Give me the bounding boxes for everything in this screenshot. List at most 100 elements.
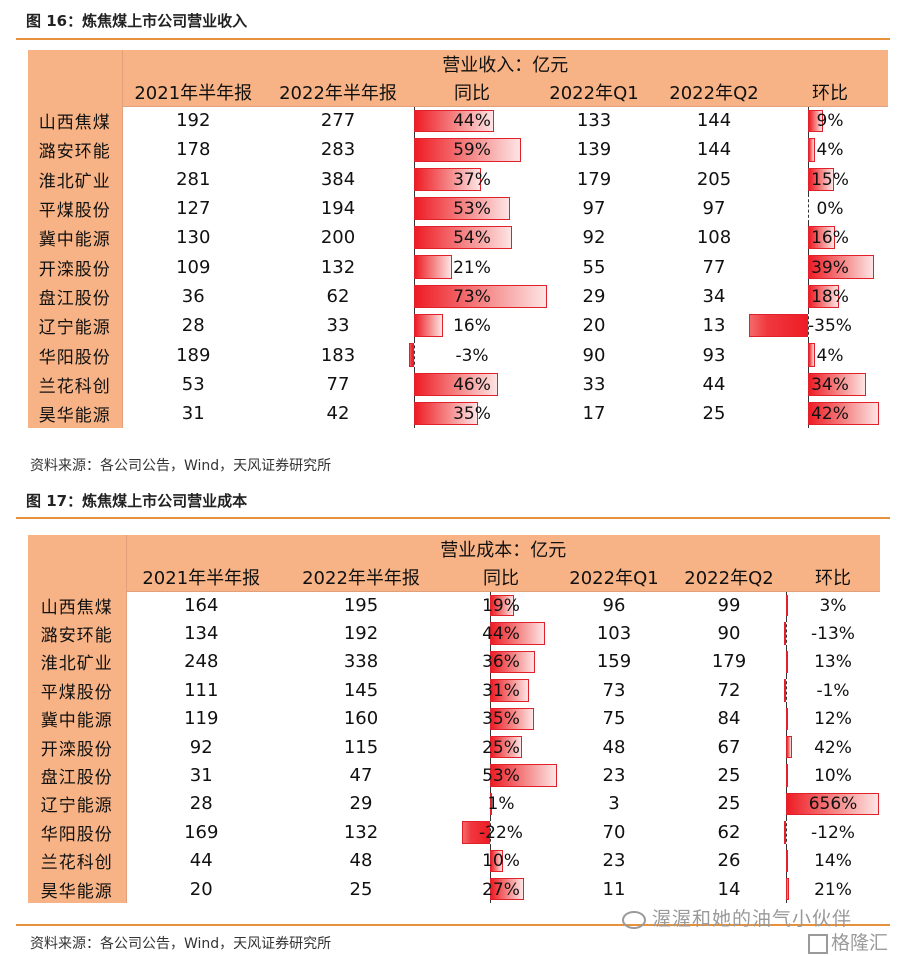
data-bar [808,284,839,309]
h1-2021-value: 134 [126,619,276,648]
yoy-cell: 37% [412,164,532,194]
revenue-table: 营业收入：亿元 2021年半年报 2022年半年报 同比 2022年Q1 202… [28,50,888,429]
yoy-cell: 53% [446,761,557,790]
q2-value: 144 [656,135,772,165]
percent-label: -13% [811,624,855,645]
percent-label: 53% [453,199,491,220]
table-row: 华阳股份 169 132 -22% 70 62 -12% [28,818,880,847]
qoq-cell: 16% [772,223,888,253]
h1-2022-value: 62 [264,281,412,312]
footer-rule [16,924,890,926]
wechat-watermark: 渥渥和她的油气小伙伴 [622,904,852,931]
h1-2022-value: 283 [264,135,412,165]
table-row: 平煤股份 111 145 31% 73 72 -1% [28,676,880,705]
percent-label: 12% [814,709,852,730]
h1-2021-value: 127 [122,193,264,224]
company-name: 开滦股份 [28,732,127,762]
company-name: 山西焦煤 [28,591,127,620]
data-bar [490,764,557,787]
yoy-cell: 25% [446,732,556,762]
percent-label: 14% [814,851,852,872]
qoq-cell: -35% [748,311,888,341]
percent-label: 1% [487,794,515,815]
table-row: 开滦股份 92 115 25% 48 67 42% [28,732,880,762]
qoq-cell: 4% [772,135,888,165]
h1-2021-value: 248 [126,647,276,677]
data-bar [490,792,492,816]
bar-axis [786,676,787,705]
qoq-cell: 34% [772,369,888,399]
company-name: 兰花科创 [28,846,127,875]
table-row: 潞安环能 134 192 44% 103 90 -13% [28,619,880,648]
company-name: 兰花科创 [28,369,123,399]
yoy-cell: 19% [446,591,556,620]
h1-2022-value: 194 [264,193,412,224]
percent-label: 34% [811,374,849,395]
yoy-cell: 16% [412,311,532,341]
figure-17-title: 图 17：炼焦煤上市公司营业成本 [26,492,248,510]
company-name: 华阳股份 [28,340,123,370]
table-row: 开滦股份 109 132 21% 55 77 39% [28,252,888,282]
table-row: 冀中能源 130 200 54% 92 108 16% [28,223,888,253]
q1-value: 133 [532,106,656,136]
percent-label: 21% [453,257,491,278]
h1-2022-value: 42 [264,398,412,429]
company-name: 山西焦煤 [28,106,123,136]
data-bar [414,372,498,396]
q2-value: 44 [656,369,772,399]
data-bar [808,372,866,396]
h1-2022-value: 29 [276,789,446,819]
table-row: 兰花科创 44 48 10% 23 26 14% [28,846,880,875]
percent-label: 35% [482,709,520,730]
data-bar [490,622,546,645]
company-name: 华阳股份 [28,818,127,847]
q2-value: 144 [656,106,772,136]
company-name: 平煤股份 [28,193,123,224]
col-header: 2021年半年报 [122,78,264,107]
qoq-cell: 4% [772,340,888,370]
company-name: 淮北矿业 [28,647,127,677]
col-header: 2022年Q1 [556,563,672,592]
h1-2021-value: 169 [126,818,276,847]
percent-label: 3% [819,595,847,616]
percent-label: 44% [482,624,520,645]
percent-label: 46% [453,374,491,395]
percent-label: 35% [453,404,491,425]
bar-axis [490,818,491,847]
data-bar [808,343,815,367]
q1-value: 97 [532,193,656,224]
qoq-cell: 18% [772,281,888,312]
data-bar [808,226,836,250]
h1-2022-value: 25 [276,874,446,904]
q2-value: 67 [672,732,786,762]
table-row: 盘江股份 31 47 53% 23 25 10% [28,761,880,790]
q1-value: 23 [556,761,672,790]
q1-value: 92 [532,223,656,253]
q2-value: 97 [656,193,772,224]
h1-2021-value: 189 [122,340,264,370]
col-header: 同比 [412,78,532,107]
yoy-cell: 44% [412,106,532,136]
yoy-cell: 1% [446,789,556,819]
percent-label: 31% [482,680,520,701]
col-header: 环比 [786,563,880,592]
q2-value: 25 [672,789,786,819]
table-row: 冀中能源 119 160 35% 75 84 12% [28,704,880,733]
percent-label: 37% [453,169,491,190]
yoy-cell: 31% [446,676,556,705]
h1-2022-value: 338 [276,647,446,677]
company-name: 潞安环能 [28,619,127,648]
h1-2022-value: 160 [276,704,446,733]
row-header-corner [28,50,123,106]
h1-2022-value: 47 [276,761,446,790]
company-name: 辽宁能源 [28,789,127,819]
table-row: 潞安环能 178 283 59% 139 144 4% [28,135,888,165]
unit-header: 营业成本：亿元 [126,535,880,563]
q1-value: 159 [556,647,672,677]
h1-2021-value: 36 [122,281,264,312]
bar-axis [808,311,809,341]
q2-value: 26 [672,846,786,875]
q1-value: 20 [532,311,656,341]
data-bar [784,622,786,645]
percent-label: 73% [453,286,491,307]
